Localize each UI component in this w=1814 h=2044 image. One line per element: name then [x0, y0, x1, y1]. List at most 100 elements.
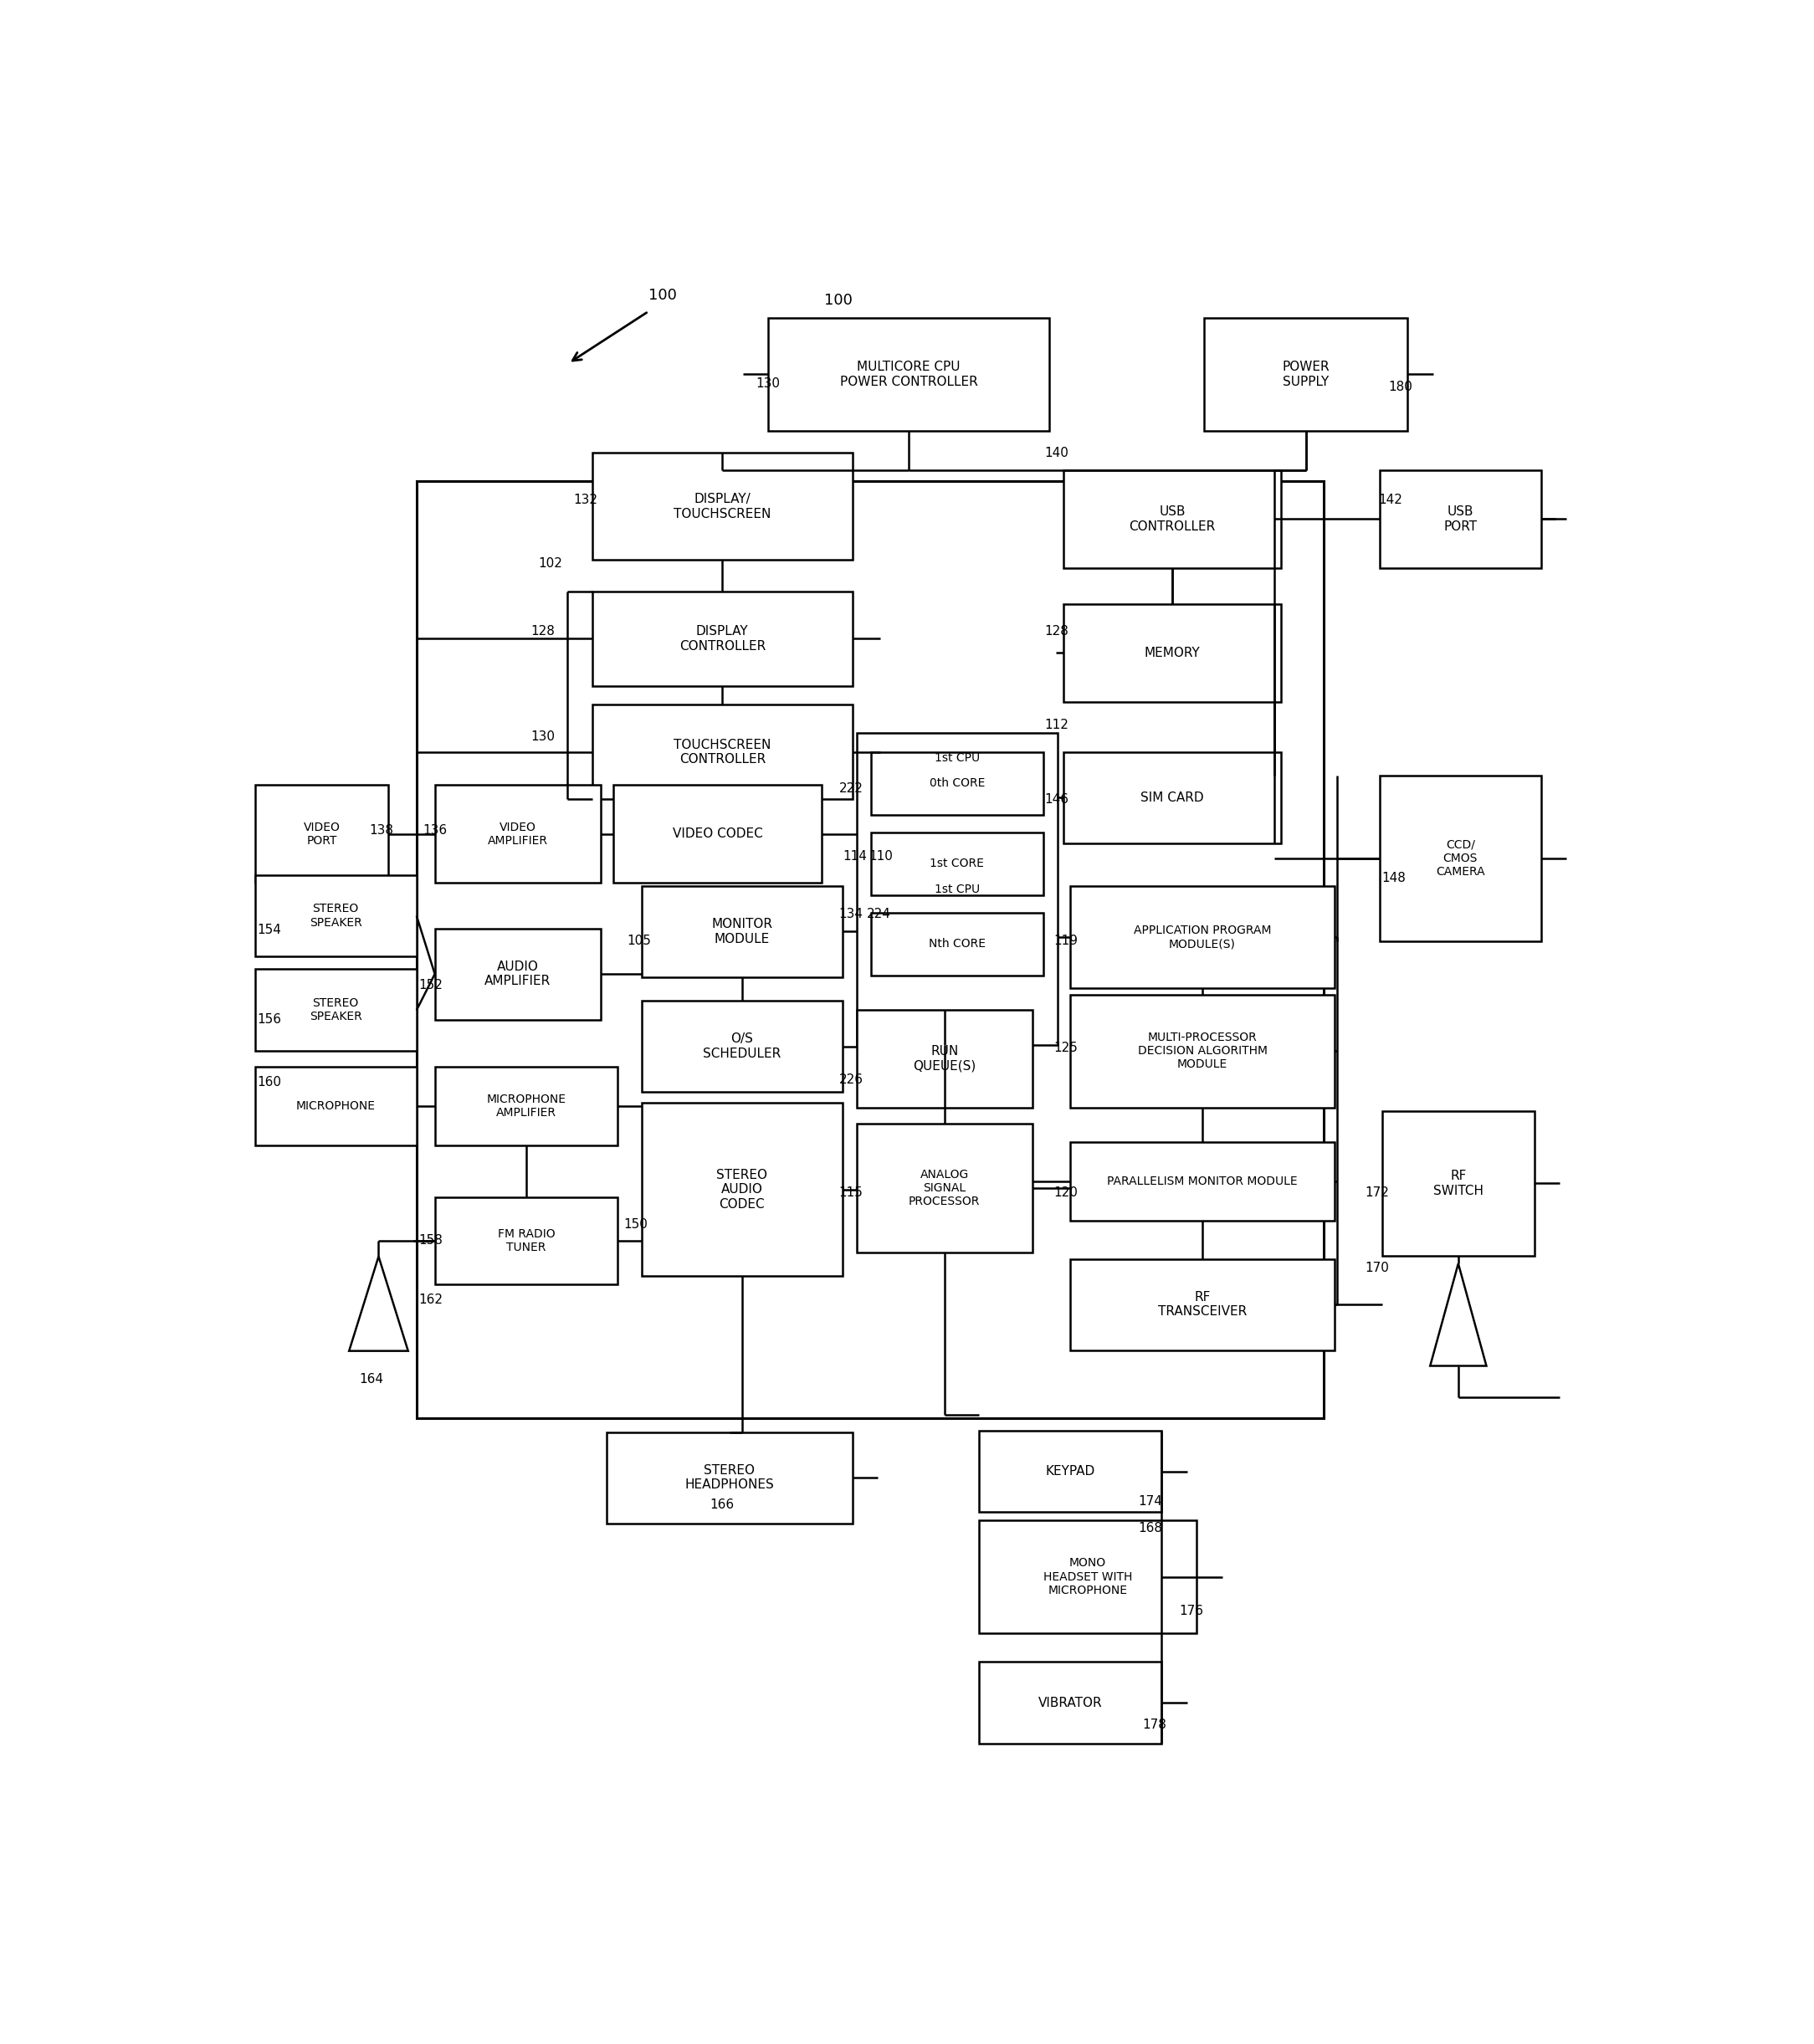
Text: APPLICATION PROGRAM
MODULE(S): APPLICATION PROGRAM MODULE(S)	[1134, 924, 1272, 950]
Text: USB
PORT: USB PORT	[1444, 505, 1477, 533]
Text: 1st CPU: 1st CPU	[934, 752, 980, 764]
Text: 132: 132	[573, 495, 597, 507]
Text: VIDEO
PORT: VIDEO PORT	[303, 822, 339, 846]
Text: 102: 102	[539, 556, 562, 570]
Text: 105: 105	[626, 934, 651, 946]
Text: 180: 180	[1388, 380, 1413, 392]
Bar	[1063, 605, 1281, 701]
Text: RF
SWITCH: RF SWITCH	[1433, 1169, 1484, 1198]
Text: MULTI-PROCESSOR
DECISION ALGORITHM
MODULE: MULTI-PROCESSOR DECISION ALGORITHM MODUL…	[1137, 1032, 1268, 1071]
Bar	[980, 1521, 1197, 1633]
Bar	[606, 1433, 853, 1523]
Bar	[1070, 995, 1335, 1108]
Bar	[871, 752, 1043, 816]
Bar	[1382, 1112, 1535, 1255]
Text: O/S
SCHEDULER: O/S SCHEDULER	[704, 1032, 782, 1061]
Text: RF
TRANSCEIVER: RF TRANSCEIVER	[1157, 1292, 1246, 1318]
Text: STEREO
AUDIO
CODEC: STEREO AUDIO CODEC	[717, 1169, 767, 1210]
Text: STEREO
SPEAKER: STEREO SPEAKER	[310, 997, 363, 1022]
Bar	[1070, 1259, 1335, 1351]
Bar	[642, 1104, 842, 1275]
Bar	[1063, 470, 1281, 568]
Bar	[435, 785, 600, 883]
Text: 114: 114	[844, 850, 867, 863]
Text: 128: 128	[532, 625, 555, 638]
Bar	[856, 1010, 1032, 1108]
Bar	[591, 591, 853, 687]
Text: 146: 146	[1045, 793, 1068, 805]
Text: DISPLAY/
TOUCHSCREEN: DISPLAY/ TOUCHSCREEN	[673, 493, 771, 519]
Bar	[871, 912, 1043, 975]
Text: STEREO
SPEAKER: STEREO SPEAKER	[310, 903, 363, 928]
Bar	[1063, 752, 1281, 844]
Text: 158: 158	[419, 1235, 443, 1247]
Bar	[417, 482, 1324, 1419]
Text: 176: 176	[1179, 1605, 1203, 1617]
Bar	[980, 1431, 1161, 1513]
Text: 119: 119	[1054, 934, 1078, 946]
Text: 178: 178	[1143, 1719, 1166, 1731]
Text: 142: 142	[1379, 495, 1402, 507]
Bar	[254, 1067, 417, 1145]
Text: 112: 112	[1045, 719, 1068, 732]
Text: 150: 150	[624, 1218, 648, 1230]
Text: 115: 115	[838, 1186, 863, 1200]
Text: 130: 130	[532, 730, 555, 742]
Bar	[856, 1124, 1032, 1253]
Text: 224: 224	[867, 908, 891, 920]
Text: 168: 168	[1137, 1521, 1163, 1535]
Bar	[591, 705, 853, 799]
Bar	[435, 928, 600, 1020]
Bar	[435, 1067, 617, 1145]
Text: Nth CORE: Nth CORE	[929, 938, 985, 950]
Text: 226: 226	[838, 1073, 863, 1085]
Text: MONO
HEADSET WITH
MICROPHONE: MONO HEADSET WITH MICROPHONE	[1043, 1558, 1132, 1596]
Text: 110: 110	[869, 850, 892, 863]
Bar	[435, 1198, 617, 1284]
Bar	[856, 734, 1058, 1044]
Text: MULTICORE CPU
POWER CONTROLLER: MULTICORE CPU POWER CONTROLLER	[840, 362, 978, 388]
Text: 152: 152	[419, 979, 443, 991]
Text: CCD/
CMOS
CAMERA: CCD/ CMOS CAMERA	[1437, 838, 1486, 877]
Bar	[642, 1002, 842, 1091]
Text: 140: 140	[1045, 448, 1068, 460]
Bar	[1379, 470, 1542, 568]
Text: 154: 154	[258, 924, 281, 936]
Text: TOUCHSCREEN
CONTROLLER: TOUCHSCREEN CONTROLLER	[673, 738, 771, 766]
Bar	[1070, 1143, 1335, 1220]
Text: 1st CPU: 1st CPU	[934, 883, 980, 895]
Text: 100: 100	[648, 288, 677, 303]
Text: 134: 134	[838, 908, 863, 920]
Text: 120: 120	[1054, 1186, 1078, 1200]
Text: 0th CORE: 0th CORE	[929, 777, 985, 789]
Bar	[1379, 775, 1542, 940]
Text: 174: 174	[1139, 1494, 1163, 1508]
Text: ANALOG
SIGNAL
PROCESSOR: ANALOG SIGNAL PROCESSOR	[909, 1169, 980, 1208]
Text: DISPLAY
CONTROLLER: DISPLAY CONTROLLER	[678, 625, 766, 652]
Text: MEMORY: MEMORY	[1145, 646, 1201, 658]
Text: 128: 128	[1045, 625, 1068, 638]
Text: VIDEO
AMPLIFIER: VIDEO AMPLIFIER	[488, 822, 548, 846]
Bar	[254, 969, 417, 1051]
Text: 172: 172	[1364, 1186, 1390, 1200]
Text: SIM CARD: SIM CARD	[1141, 791, 1204, 803]
Bar	[871, 832, 1043, 895]
Bar	[1204, 317, 1408, 431]
Text: 100: 100	[824, 292, 853, 309]
Text: STEREO
HEADPHONES: STEREO HEADPHONES	[684, 1464, 775, 1492]
Text: VIDEO CODEC: VIDEO CODEC	[673, 828, 762, 840]
Text: VIBRATOR: VIBRATOR	[1038, 1697, 1103, 1709]
Text: PARALLELISM MONITOR MODULE: PARALLELISM MONITOR MODULE	[1107, 1175, 1297, 1188]
Text: 130: 130	[756, 378, 780, 390]
Text: 125: 125	[1054, 1042, 1078, 1055]
Bar	[980, 1662, 1161, 1744]
Text: 170: 170	[1364, 1261, 1390, 1275]
Text: 156: 156	[258, 1014, 281, 1026]
Text: MICROPHONE
AMPLIFIER: MICROPHONE AMPLIFIER	[486, 1094, 566, 1118]
Bar	[767, 317, 1048, 431]
Text: USB
CONTROLLER: USB CONTROLLER	[1128, 505, 1215, 533]
Bar	[1070, 885, 1335, 987]
Text: POWER
SUPPLY: POWER SUPPLY	[1282, 362, 1330, 388]
Text: 148: 148	[1382, 871, 1406, 885]
Text: 136: 136	[423, 824, 446, 838]
